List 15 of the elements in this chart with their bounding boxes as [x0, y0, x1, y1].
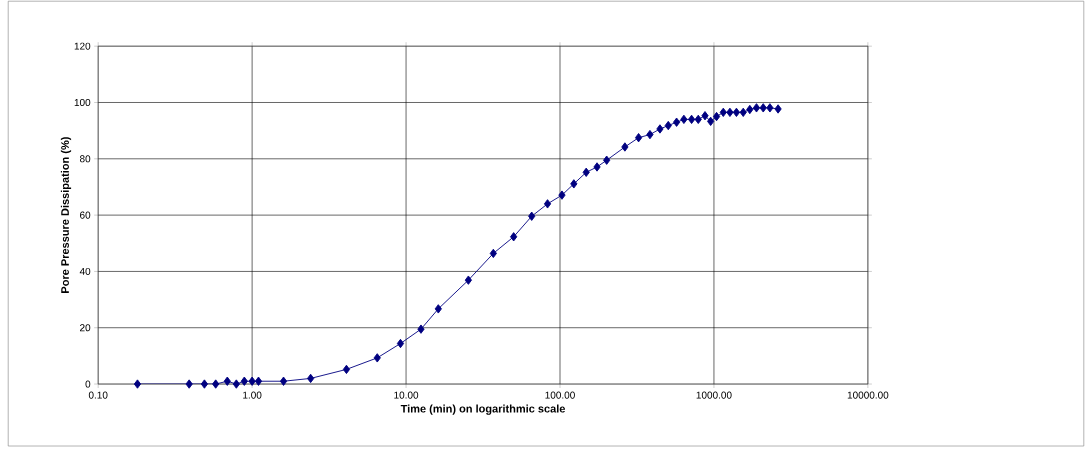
- y-tick-label: 80: [79, 155, 91, 163]
- x-tick-label: 1.00: [243, 391, 262, 399]
- y-tick-label: 40: [79, 267, 91, 275]
- x-tick-label: 0.10: [88, 391, 108, 399]
- y-tick-label: 120: [74, 42, 91, 50]
- x-axis-title: Time (min) on logarithmic scale: [400, 404, 566, 415]
- y-tick-label: 0: [85, 380, 91, 388]
- x-tick-label: 10000.00: [847, 391, 889, 399]
- y-axis-title: Pore Pressure Dissipation (%): [60, 137, 72, 293]
- x-tick-label: 1000.00: [696, 391, 732, 399]
- y-tick-label: 60: [80, 211, 91, 219]
- x-tick-label: 10.00: [394, 391, 419, 399]
- y-tick-label: 20: [80, 324, 91, 332]
- y-tick-label: 100: [74, 98, 91, 106]
- x-tick-label: 100.00: [545, 391, 575, 399]
